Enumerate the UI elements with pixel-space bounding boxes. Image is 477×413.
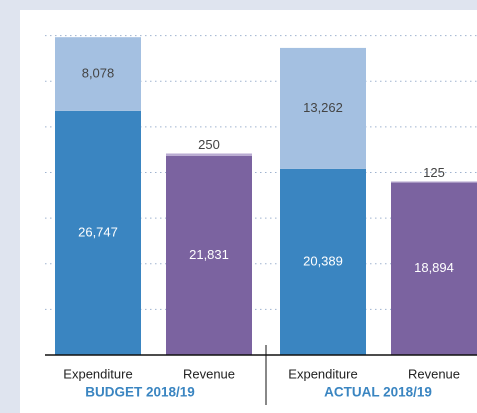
bar-segment [391, 181, 477, 183]
value-label: 26,747 [78, 224, 118, 239]
bar-segment [166, 155, 252, 355]
value-label: 13,262 [303, 100, 343, 115]
x-tick-label: Expenditure [288, 366, 357, 381]
x-tick-label: Revenue [408, 366, 460, 381]
value-label: 125 [423, 165, 445, 180]
bar-segment [391, 182, 477, 355]
bar-segment [55, 110, 141, 355]
value-label: 18,894 [414, 260, 454, 275]
value-label: 21,831 [189, 247, 229, 262]
bar-segment [280, 168, 366, 355]
group-label: BUDGET 2018/19 [85, 385, 195, 400]
x-tick-label: Expenditure [63, 366, 132, 381]
value-label: 8,078 [82, 65, 115, 80]
group-label: ACTUAL 2018/19 [324, 385, 432, 400]
value-label: 20,389 [303, 253, 343, 268]
x-tick-label: Revenue [183, 366, 235, 381]
value-label: 250 [198, 137, 220, 152]
bar-segment [166, 153, 252, 156]
bar-segment [55, 37, 141, 111]
bar-segment [280, 47, 366, 169]
